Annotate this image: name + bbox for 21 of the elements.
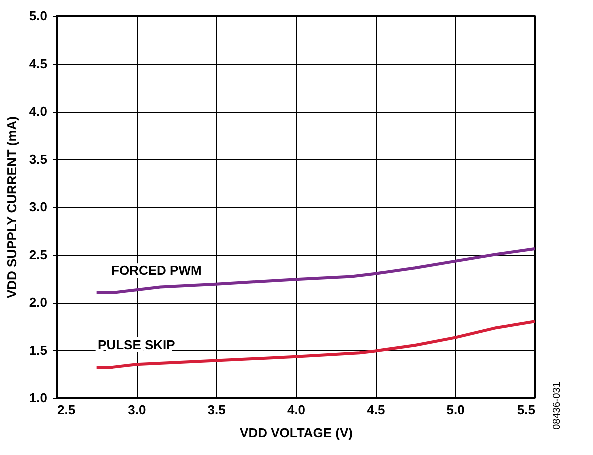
y-tick-label: 1.5	[29, 342, 48, 358]
y-axis-title: VDD SUPPLY CURRENT (mA)	[4, 116, 20, 299]
x-tick-label: 3.5	[208, 402, 226, 418]
x-axis-title: VDD VOLTAGE (V)	[240, 426, 353, 440]
x-tick-label: 4.0	[287, 402, 306, 418]
y-tick-label: 3.0	[29, 200, 48, 214]
line-series	[95, 320, 536, 369]
x-tick-label: 3.0	[128, 402, 146, 418]
x-tick-label: 5.5	[517, 402, 536, 418]
y-tick-label: 5.0	[29, 8, 48, 24]
x-tick-label: 4.5	[367, 402, 386, 418]
x-tick-label: 2.5	[58, 402, 76, 418]
y-tick-label: 1.0	[29, 390, 48, 406]
y-tick-label: 3.5	[29, 152, 48, 167]
text: 08436-031	[552, 382, 563, 430]
x-tick-label: 5.0	[446, 402, 465, 418]
y-tick-label: 2.0	[29, 295, 48, 310]
y-tick-label: 4.5	[29, 56, 48, 72]
y-tick-label: 4.0	[29, 104, 48, 119]
line-series	[95, 248, 536, 294]
y-tick-label: 2.5	[29, 247, 48, 262]
